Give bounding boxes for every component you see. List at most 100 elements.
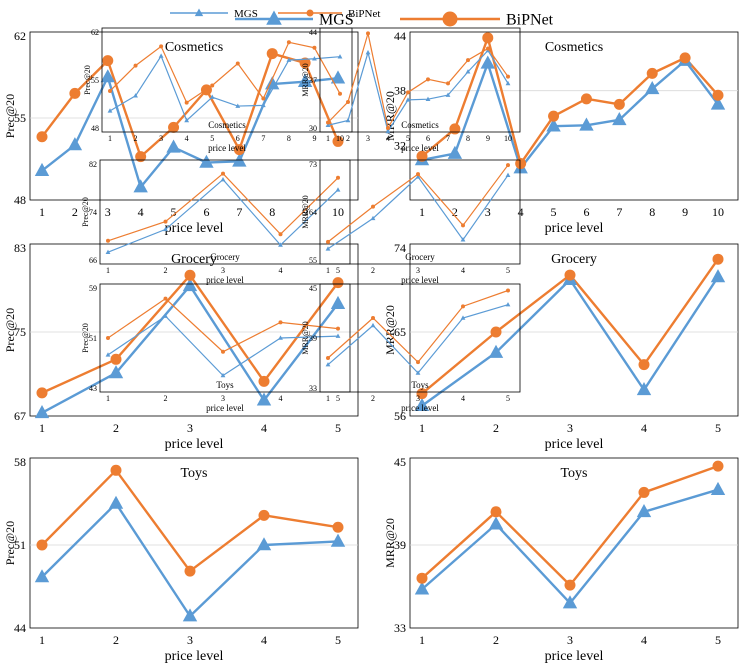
cosmetics-prec-ytick-1: 55 [14, 111, 26, 125]
inset-grocery-mrr-mgs-point-1 [370, 215, 376, 221]
cosmetics-prec-xtick-6: 7 [236, 205, 242, 219]
cosmetics-prec-xtick-7: 8 [269, 205, 275, 219]
inset-cosmetics-mrr-xtick-5: 6 [426, 134, 430, 143]
cosmetics-mrr-xtick-1: 2 [452, 205, 458, 219]
toys-mrr-mgs-point-2 [562, 595, 578, 609]
inset-cosmetics-mrr-mgs-point-6 [445, 92, 451, 97]
inset-grocery-mrr-mgs-point-2 [415, 174, 421, 179]
cosmetics-prec-mgs-point-3 [133, 179, 148, 193]
grocery-mrr-mgs-point-0 [414, 397, 430, 412]
inset-grocery-mrr-bipnet-point-3 [461, 223, 465, 228]
inset-toys-mrr-ytick-2: 45 [309, 284, 317, 293]
inset-cosmetics-prec-mgs-line [109, 54, 341, 122]
cosmetics-mrr-bipnet-point-6 [613, 98, 625, 110]
cosmetics-mrr-mgs-line [421, 59, 719, 170]
cosmetics-mrr-mgs-point-4 [546, 118, 561, 132]
cosmetics-prec-mgs-line [41, 75, 339, 189]
grocery-prec-ytick-0: 67 [14, 409, 26, 423]
toys-mrr-frame [409, 457, 739, 629]
inset-grocery-mrr-xtick-2: 3 [416, 266, 420, 275]
inset-cosmetics-prec-mgs-point-0 [107, 108, 113, 113]
inset-cosmetics-mrr-mgs-point-4 [405, 97, 411, 102]
toys-mrr-xtick-1: 2 [493, 633, 499, 647]
cosmetics-mrr-xtick-6: 7 [616, 205, 622, 219]
inset-cosmetics-mrr-xtick-8: 9 [486, 134, 490, 143]
inset-cosmetics-prec-xtick-0: 1 [108, 134, 112, 143]
inset-grocery-mrr-xtick-1: 2 [371, 266, 375, 275]
cosmetics-prec-bipnet-point-7 [266, 48, 278, 60]
grocery-mrr-mgs-point-4 [710, 269, 726, 283]
inset-grocery-prec-mgs-point-3 [278, 242, 283, 247]
grocery-mrr-bipnet-point-2 [564, 269, 576, 281]
inset-toys-prec-bipnet-point-0 [106, 336, 110, 340]
grocery-mrr-xtick-0: 1 [419, 421, 425, 435]
grocery-prec-xtick-2: 3 [187, 421, 193, 435]
cosmetics-mrr-xtick-2: 3 [485, 205, 491, 219]
inset-grocery-mrr-title: Grocery [405, 252, 435, 262]
inset-toys-prec-mgs-point-0 [105, 352, 111, 357]
inset-grocery-prec-mgs-point-0 [105, 249, 111, 254]
inset-cosmetics-prec-xtick-7: 8 [287, 134, 291, 143]
inset-grocery-mrr-bipnet-point-4 [506, 163, 510, 168]
inset-toys-prec-xtick-0: 1 [106, 394, 110, 403]
cosmetics-mrr-mgs-point-7 [645, 81, 660, 95]
inset-toys-prec-xtick-2: 3 [221, 394, 225, 403]
inset-toys-prec-xtick-1: 2 [164, 394, 168, 403]
inset-grocery-mrr-chart: 55 64 73 1 2 3 4 5 price level MRR@20 Grocery [301, 159, 521, 285]
inset-cosmetics-prec-bipnet-point-8 [312, 45, 317, 50]
toys-prec-bipnet-point-4 [332, 521, 344, 533]
grocery-prec-ytick-2: 83 [14, 241, 26, 255]
inset-cosmetics-prec-xtick-5: 6 [236, 134, 240, 143]
toys-mrr-mgs-point-3 [636, 503, 652, 518]
grocery-prec-mgs-point-1 [108, 365, 124, 379]
legend-large-mgs-marker [266, 10, 282, 25]
cosmetics-mrr-bipnet-point-8 [679, 52, 691, 64]
inset-toys-mrr-bipnet-point-2 [416, 360, 420, 365]
inset-cosmetics-mrr-mgs-point-5 [425, 96, 431, 101]
inset-cosmetics-prec-bipnet-point-9 [338, 91, 342, 96]
cosmetics-prec-xtick-0: 1 [39, 205, 45, 219]
inset-grocery-prec-ytick-2: 82 [89, 160, 97, 169]
grocery-prec-bipnet-point-0 [36, 387, 48, 399]
legend-large-mgs-label: MGS [319, 12, 354, 29]
toys-mrr-ytick-1: 39 [394, 538, 406, 552]
toys-mrr-bipnet-point-3 [638, 486, 650, 498]
inset-cosmetics-mrr-bipnet-point-4 [406, 90, 410, 95]
grocery-prec-mgs-point-4 [330, 295, 346, 309]
toys-prec-mgs-point-1 [108, 495, 124, 509]
inset-cosmetics-prec-bipnet-point-0 [108, 88, 112, 93]
inset-toys-mrr-bipnet-line [327, 289, 509, 364]
inset-grocery-prec-title: Grocery [210, 252, 240, 262]
toys-mrr-xtick-0: 1 [419, 633, 425, 647]
toys-mrr-mgs-point-1 [488, 516, 504, 530]
grocery-prec-mgs-point-2 [182, 277, 198, 292]
inset-cosmetics-mrr-mgs-point-2 [365, 49, 371, 55]
legend-small-bipnet-marker [306, 9, 314, 17]
inset-cosmetics-prec-xtick-8: 9 [312, 134, 316, 143]
toys-prec-xtick-2: 3 [187, 633, 193, 647]
inset-cosmetics-prec-mgs-point-9 [337, 54, 343, 59]
inset-cosmetics-mrr-xtick-6: 7 [446, 134, 450, 143]
inset-toys-mrr-title: Toys [411, 380, 429, 390]
cosmetics-mrr-xtick-0: 1 [419, 205, 425, 219]
grocery-prec-ytick-1: 75 [14, 325, 26, 339]
inset-cosmetics-prec-mgs-point-8 [312, 56, 317, 61]
toys-mrr-bipnet-point-0 [416, 572, 428, 584]
cosmetics-mrr-frame [409, 31, 739, 201]
toys-mrr-bipnet-point-4 [712, 460, 724, 472]
inset-cosmetics-mrr-bipnet-point-2 [366, 31, 370, 36]
inset-grocery-prec-ylabel: Prec@20 [81, 197, 90, 227]
inset-cosmetics-prec-bipnet-point-4 [210, 83, 215, 88]
inset-toys-mrr-mgs-point-0 [325, 362, 331, 367]
inset-toys-mrr-mgs-point-2 [415, 370, 421, 375]
inset-cosmetics-mrr-xtick-7: 8 [466, 134, 470, 143]
inset-cosmetics-mrr-mgs-point-7 [465, 69, 471, 74]
grocery-prec-bipnet-point-3 [258, 375, 270, 387]
inset-grocery-prec-xtick-2: 3 [221, 266, 225, 275]
cosmetics-prec-bipnet-point-6 [233, 144, 245, 156]
cosmetics-prec-xlabel: price level [165, 221, 224, 236]
toys-prec-ytick-2: 58 [14, 455, 26, 469]
